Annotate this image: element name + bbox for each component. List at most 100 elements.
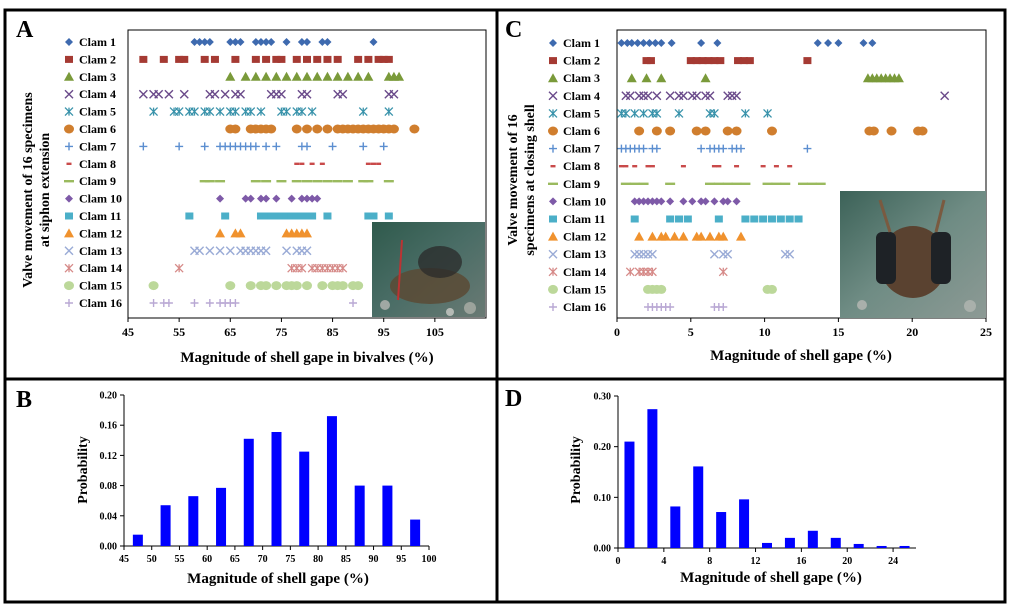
data-point: [638, 182, 649, 185]
data-point: [292, 212, 301, 220]
data-point: [745, 57, 754, 65]
data-point: [700, 73, 711, 83]
legend-marker: [548, 284, 558, 294]
bar: [410, 519, 421, 546]
panel-a-x-ticks: 45 55 65 75 85 95 105: [122, 318, 444, 339]
data-point: [262, 212, 271, 220]
data-point: [697, 144, 706, 153]
data-point: [262, 142, 271, 151]
bar: [647, 409, 658, 548]
data-point: [723, 197, 732, 206]
bar: [382, 485, 393, 546]
data-point: [705, 108, 715, 118]
x-tick-label: 15: [832, 325, 844, 339]
data-point: [328, 142, 337, 151]
data-point: [722, 126, 733, 136]
data-point: [632, 165, 638, 168]
data-point: [701, 197, 710, 206]
data-point: [643, 267, 653, 277]
panel-d-y-ticks: 0.00 0.10 0.20 0.30: [594, 392, 618, 555]
data-point: [256, 212, 265, 220]
data-point: [241, 194, 250, 203]
y-tick-label: 0.00: [594, 544, 612, 555]
data-point: [210, 89, 220, 99]
x-tick-label: 5: [688, 325, 694, 339]
legend-label: Clam 13: [563, 247, 606, 261]
data-point: [732, 91, 742, 101]
data-point: [893, 73, 904, 83]
data-point: [797, 182, 808, 185]
data-point: [649, 165, 655, 168]
data-point: [868, 39, 877, 47]
x-tick-label: 85: [341, 554, 351, 565]
data-point: [652, 197, 661, 206]
data-point: [215, 107, 225, 117]
y-tick-label: 0.10: [594, 493, 612, 504]
y-tick-label: 0.16: [100, 421, 118, 432]
data-point: [750, 215, 759, 223]
data-point: [692, 91, 702, 101]
data-point: [732, 197, 741, 206]
data-point: [705, 91, 715, 101]
data-point: [766, 284, 777, 294]
bar: [807, 530, 818, 548]
data-point: [370, 162, 376, 165]
data-point: [148, 281, 159, 291]
data-point: [762, 182, 773, 185]
x-tick-label: 55: [174, 554, 184, 565]
x-tick-label: 12: [751, 556, 761, 567]
x-tick-label: 65: [230, 554, 240, 565]
bar: [243, 438, 254, 546]
data-point: [303, 194, 311, 203]
y-tick-label: 0.30: [594, 392, 612, 403]
data-point: [374, 55, 383, 63]
legend-marker: [64, 228, 74, 238]
data-point: [639, 144, 648, 153]
legend-marker: [64, 246, 74, 256]
data-point: [787, 165, 793, 168]
data-point: [394, 71, 405, 81]
data-point: [139, 142, 148, 151]
panel-c-marks: [616, 39, 950, 311]
data-point: [647, 249, 657, 259]
data-point: [639, 39, 648, 47]
data-point: [709, 108, 719, 118]
data-point: [652, 144, 661, 153]
data-point: [629, 182, 640, 185]
data-point: [297, 212, 306, 220]
legend-marker: [65, 212, 73, 220]
data-point: [383, 180, 394, 183]
data-point: [625, 91, 635, 101]
data-point: [886, 126, 897, 136]
data-point: [736, 144, 745, 153]
data-point: [384, 212, 393, 220]
data-point: [674, 108, 684, 118]
legend-marker: [64, 180, 74, 183]
bar: [739, 499, 750, 548]
data-point: [307, 107, 317, 117]
y-tick-label: 0.12: [100, 451, 118, 462]
legend-label: Clam 5: [563, 106, 600, 120]
data-point: [215, 228, 226, 238]
data-point: [376, 162, 382, 165]
data-point: [674, 91, 684, 101]
y-tick-label: 0.04: [100, 511, 118, 522]
panel-c-y-label-line1: Valve movement of 16: [506, 114, 521, 245]
data-point: [700, 126, 711, 136]
data-point: [312, 180, 323, 183]
data-point: [164, 299, 173, 307]
legend-label: Clam 12: [79, 226, 122, 240]
data-point: [292, 55, 301, 63]
data-point: [215, 180, 226, 183]
data-point: [282, 107, 292, 117]
data-point: [718, 267, 728, 277]
data-point: [266, 124, 277, 134]
data-point: [337, 281, 348, 291]
data-point: [669, 231, 680, 241]
legend-label: Clam 8: [563, 159, 600, 173]
data-point: [634, 267, 644, 277]
panel-a-y-label-line1: Valve movement of 16 specimens: [21, 92, 36, 288]
x-tick-label: 0: [614, 325, 620, 339]
panel-b-letter: B: [16, 387, 32, 413]
